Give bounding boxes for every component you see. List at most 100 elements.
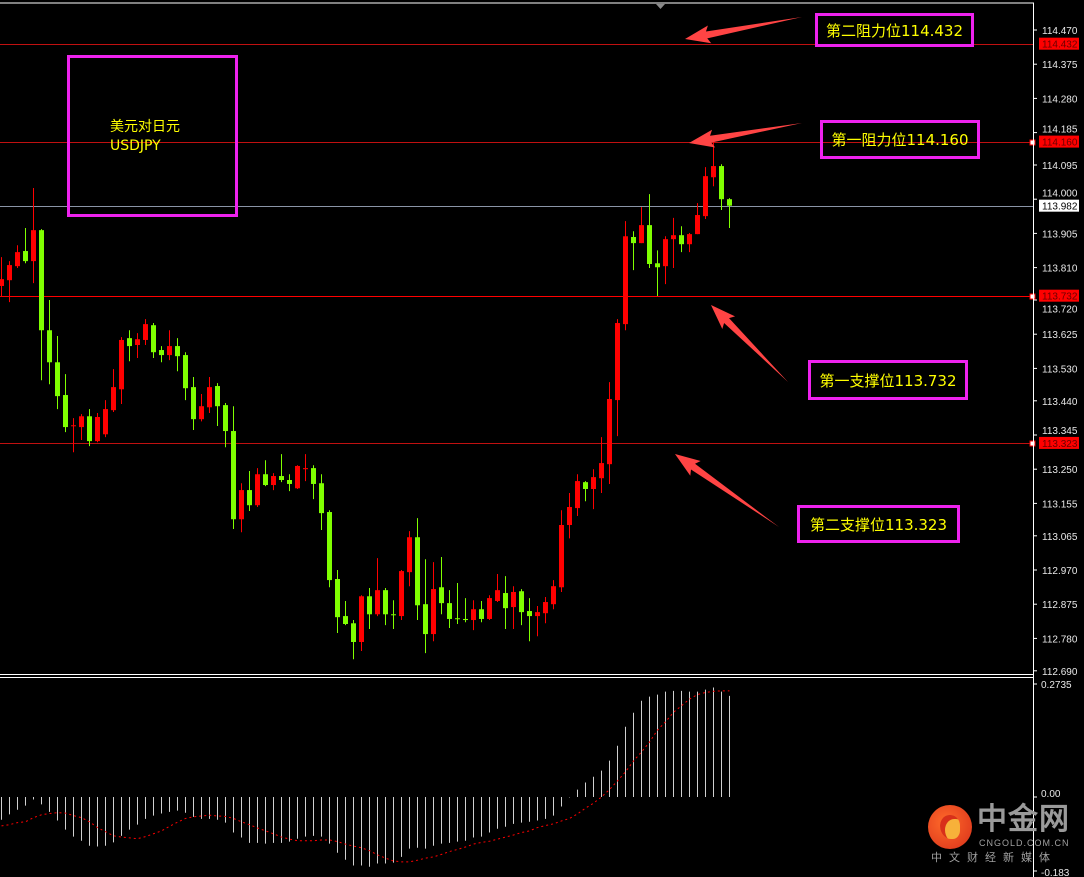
candle-down [383,590,388,615]
candle-down [327,512,332,581]
price-tick-label: 114.095 [1042,161,1078,172]
candle-down [423,604,428,635]
candle-down [583,482,588,489]
price-label-badge [1039,135,1079,148]
candle-up [615,323,620,401]
candle-up [495,590,500,601]
candle-down [367,596,372,615]
price-label-badge-text: 114.432 [1042,40,1078,51]
candle-up [111,387,116,411]
candle-down [151,325,156,353]
candle-up [695,215,700,235]
candle-up [135,339,140,345]
candle-up [471,609,476,621]
resistance-2-label: 第二阻力位114.432 [815,13,974,47]
candle-up [431,589,436,635]
chart-shift-marker-icon[interactable] [656,4,665,9]
candle-down [231,431,236,520]
symbol-code: USDJPY [110,138,161,154]
candle-down [519,591,524,613]
macd-tick-label: -0.183 [1041,868,1070,877]
candle-down [311,468,316,484]
resistance-1-label: 第一阻力位114.160 [820,120,980,159]
candle-up [15,252,20,267]
price-tick-label: 113.810 [1042,264,1078,275]
candle-down [175,346,180,357]
candle-up [239,490,244,520]
candle-down [159,350,164,356]
candle-down [39,230,44,331]
price-tick-label: 113.625 [1042,330,1078,341]
symbol-info-box: 美元对日元 USDJPY [67,55,238,217]
candle-down [127,338,132,347]
price-tick-label: 114.280 [1042,94,1078,105]
candle-up [119,339,124,390]
logo-tagline: 中文财经新媒体 [931,851,1057,864]
annotation-arrow-icon [711,305,788,382]
candle-up [535,612,540,617]
candle-up [639,225,644,244]
level-handle-icon [1029,139,1036,146]
price-tick-label: 112.690 [1042,667,1078,678]
candle-up [7,265,12,281]
price-axis[interactable]: 114.470 114.375 114.280 114.185 114.095 114.0… [1033,26,1079,678]
candle-down [183,355,188,389]
price-label-badge-text: 113.732 [1042,292,1078,303]
candle-down [479,609,484,619]
price-tick-label: 113.065 [1042,532,1078,543]
price-tick-label: 114.470 [1042,26,1078,37]
candle-down [647,225,652,264]
candle-up [207,387,212,408]
price-tick-label: 113.530 [1042,364,1078,375]
candle-down [55,362,60,397]
candle-down [503,593,508,609]
candle-down [247,490,252,506]
annotation-arrow-icon [685,17,802,44]
macd-pane [1,687,730,867]
price-tick-label: 113.250 [1042,465,1078,476]
price-tick-label: 113.155 [1042,499,1078,510]
candle-up [599,463,604,479]
candle-down [343,616,348,624]
cngold-logo-icon [928,805,972,849]
candle-down [335,579,340,618]
candle-down [455,618,460,620]
candle-up [255,474,260,506]
candle-down [23,251,28,262]
candle-down [727,199,732,206]
candle-up [79,416,84,428]
symbol-name-cn: 美元对日元 [110,119,180,135]
logo-name: 中金网 [977,802,1070,837]
candle-down [655,263,660,268]
candle-down [191,387,196,420]
candle-down [47,330,52,363]
price-label-badge [1039,436,1079,449]
candle-up [31,230,36,262]
candle-down [415,537,420,606]
candle-up [511,591,516,608]
candle-up [607,399,612,465]
candle-up [199,406,204,420]
candle-up [567,507,572,525]
candle-up [559,525,564,588]
candle-down [463,618,468,621]
candle-up [551,586,556,605]
candles [0,141,732,660]
candle-down [351,623,356,642]
price-tick-label: 112.875 [1042,600,1078,611]
candle-down [391,614,396,616]
candle-up [575,481,580,509]
candle-up [399,571,404,617]
support-2-text: 第二支撑位113.323 [809,515,948,534]
candle-up [671,235,676,240]
price-label-badge [1039,289,1079,302]
price-label-badge [1039,37,1079,50]
level-lines [0,44,1036,447]
candle-up [95,417,100,442]
candle-down [679,235,684,245]
price-tick-label: 113.440 [1042,397,1078,408]
candle-up [703,176,708,217]
price-tick-label: 114.000 [1042,189,1078,200]
candle-up [271,476,276,486]
